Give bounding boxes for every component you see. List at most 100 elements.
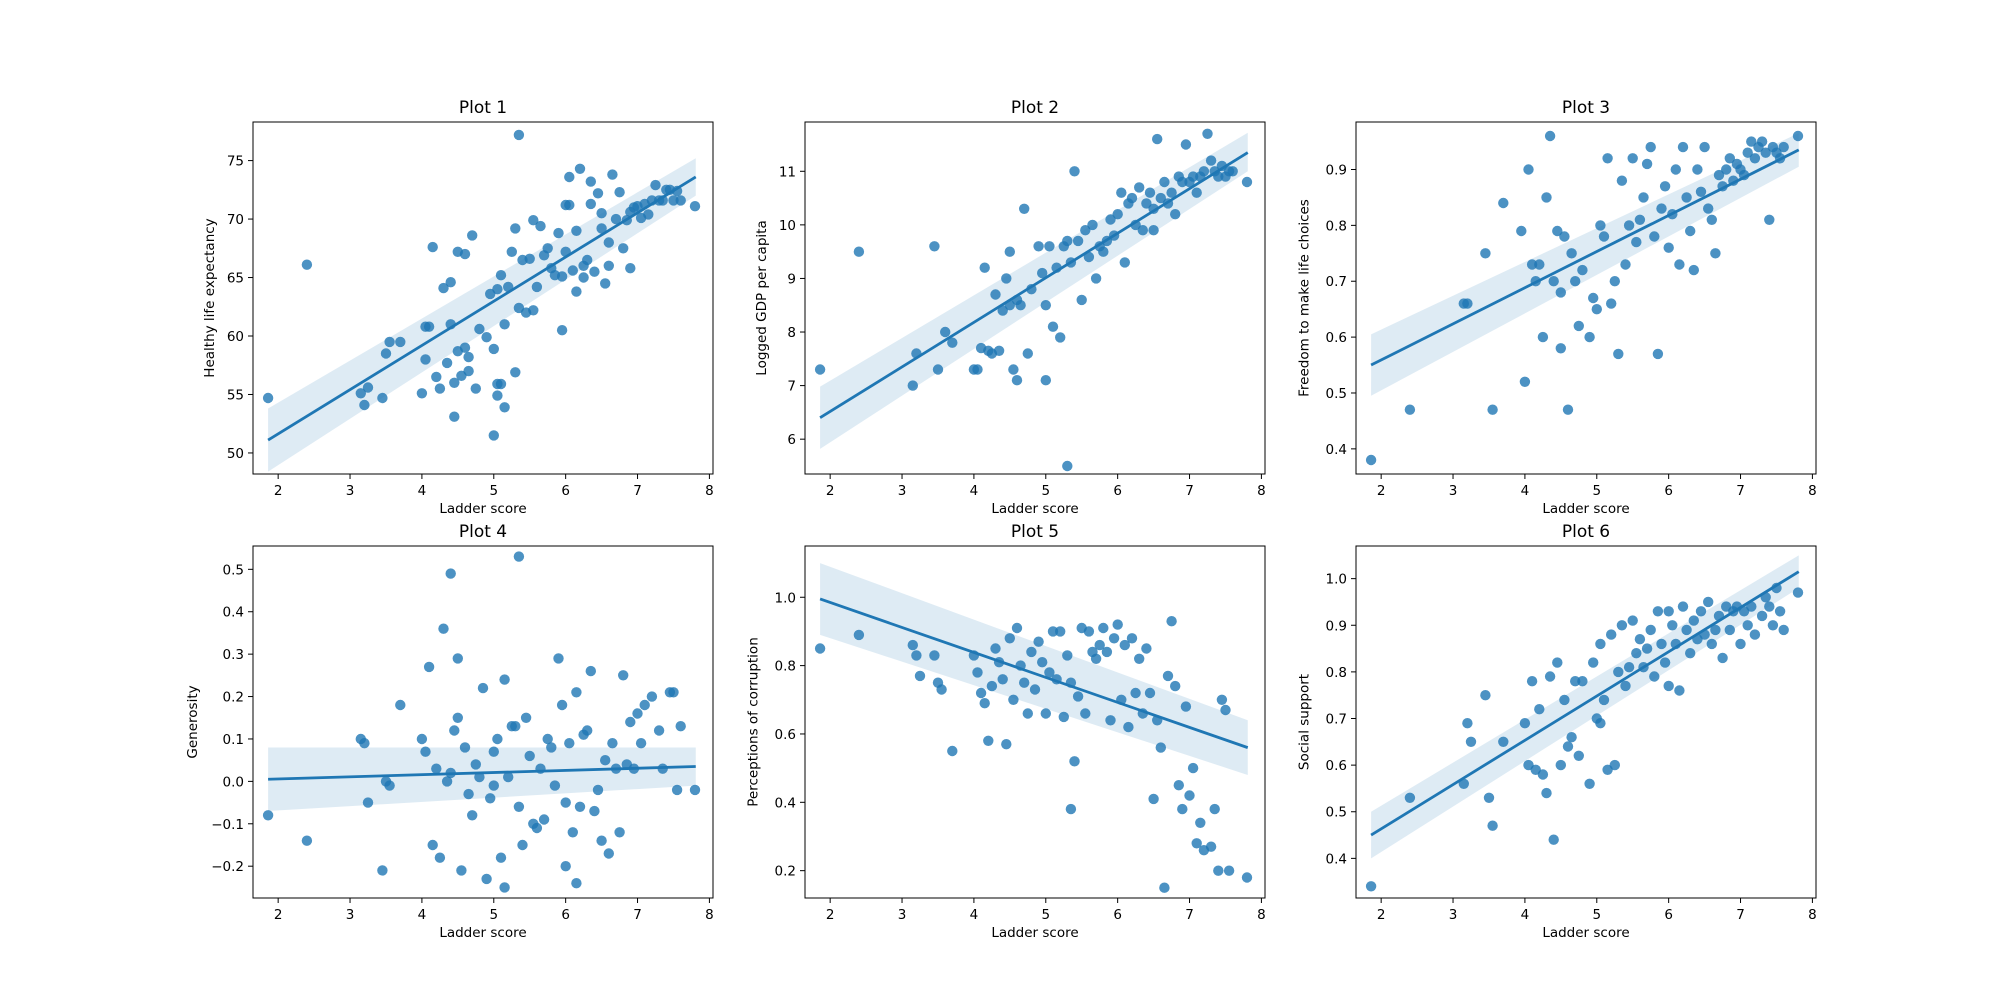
data-point <box>1001 273 1012 284</box>
data-point <box>1227 166 1238 177</box>
y-tick-label: 55 <box>227 387 244 403</box>
data-point <box>1588 292 1599 304</box>
x-tick-label: 7 <box>633 483 642 499</box>
data-point <box>1641 158 1653 170</box>
data-point <box>1187 171 1199 182</box>
data-point <box>427 839 438 851</box>
data-point <box>1681 624 1692 636</box>
plot-title: Plot 3 <box>1562 98 1610 118</box>
y-tick-label: 0.6 <box>1326 330 1347 346</box>
data-point <box>528 215 539 226</box>
data-point <box>1645 141 1656 153</box>
x-tick-label: 2 <box>274 483 283 499</box>
data-point <box>1652 348 1664 360</box>
regression-line <box>268 765 696 781</box>
data-point <box>603 260 614 271</box>
x-axis-label: Ladder score <box>1542 925 1629 941</box>
data-point <box>420 354 431 365</box>
data-point <box>1008 364 1019 375</box>
data-point <box>416 388 428 399</box>
data-point <box>1044 241 1055 252</box>
x-tick-label: 7 <box>1736 483 1745 499</box>
y-tick-label: 50 <box>227 446 244 462</box>
y-tick-label: 0.0 <box>223 774 244 790</box>
data-point <box>1040 300 1052 311</box>
data-point <box>1778 141 1789 153</box>
data-point <box>492 390 503 401</box>
data-point <box>689 784 701 796</box>
data-point <box>1011 375 1023 386</box>
data-point <box>1749 629 1761 640</box>
data-point <box>1634 214 1646 225</box>
data-point <box>1703 596 1714 608</box>
data-point <box>1015 300 1026 311</box>
data-point <box>459 742 471 753</box>
data-point <box>445 277 456 288</box>
data-point <box>1008 694 1019 705</box>
data-point <box>1159 176 1170 188</box>
data-point <box>1180 701 1192 712</box>
x-tick-label: 6 <box>1664 483 1673 499</box>
data-point <box>1641 643 1653 654</box>
data-point <box>1011 622 1023 634</box>
data-point <box>542 733 553 745</box>
data-point <box>671 784 683 796</box>
data-point <box>481 873 492 885</box>
data-point <box>1663 606 1674 617</box>
data-point <box>1570 676 1581 687</box>
data-point <box>1552 225 1563 237</box>
data-point <box>485 793 496 804</box>
data-point <box>452 712 463 723</box>
data-point <box>596 223 607 234</box>
x-tick-label: 2 <box>1377 483 1386 499</box>
confidence-band <box>820 563 1248 775</box>
y-tick-label: 10 <box>779 218 796 234</box>
x-tick-label: 4 <box>1521 907 1530 923</box>
data-point <box>1735 638 1746 650</box>
plot-title: Plot 2 <box>1011 98 1059 118</box>
data-point <box>1483 792 1495 803</box>
data-point <box>355 388 366 399</box>
x-tick-label: 5 <box>1041 483 1050 499</box>
data-point <box>553 653 564 664</box>
data-point <box>1692 164 1703 175</box>
data-point <box>1134 182 1145 193</box>
data-point <box>929 650 940 661</box>
data-point <box>1130 687 1141 699</box>
data-point <box>564 171 575 183</box>
data-point <box>1365 881 1377 892</box>
data-point <box>993 345 1005 356</box>
data-point <box>1112 209 1123 220</box>
data-point <box>359 399 370 411</box>
x-tick-label: 8 <box>705 483 714 499</box>
data-point <box>1177 176 1188 188</box>
data-point <box>449 725 460 736</box>
y-tick-label: 65 <box>227 271 244 287</box>
y-tick-label: 0.3 <box>223 647 244 663</box>
data-point <box>1105 214 1116 225</box>
x-tick-label: 4 <box>418 483 427 499</box>
data-point <box>1498 197 1509 209</box>
data-point <box>438 623 449 634</box>
data-point <box>1108 633 1120 644</box>
data-point <box>384 780 395 791</box>
x-tick-label: 3 <box>346 483 355 499</box>
data-point <box>940 326 951 338</box>
x-axis-label: Ladder score <box>991 501 1078 517</box>
data-point <box>1713 169 1725 181</box>
y-tick-label: 0.2 <box>223 690 244 706</box>
y-tick-label: 0.8 <box>775 659 796 675</box>
data-point <box>1631 236 1642 248</box>
data-point <box>481 332 492 343</box>
data-point <box>1774 606 1786 617</box>
plot-1: 2 3 4 5 6 7 8 50 55 60 65 70 75 Plot 1 Ladder score Hea… <box>202 98 714 517</box>
data-point <box>556 325 568 336</box>
data-point <box>907 639 918 651</box>
data-point <box>914 670 926 682</box>
regression-line <box>1370 570 1800 837</box>
data-point <box>1613 666 1624 678</box>
data-point <box>975 687 987 699</box>
data-point <box>564 738 575 749</box>
data-point <box>653 725 665 736</box>
data-point <box>1144 687 1156 699</box>
